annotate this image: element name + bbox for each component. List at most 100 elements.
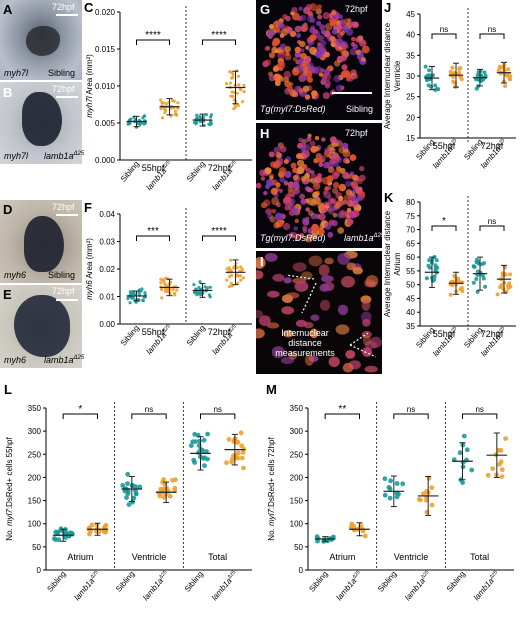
nucleus bbox=[267, 29, 275, 38]
data-point bbox=[448, 69, 453, 74]
cond-label-a: Sibling bbox=[48, 68, 76, 78]
panel-letter-k: K bbox=[384, 190, 394, 205]
y-tick-label: 350 bbox=[28, 404, 42, 413]
data-point bbox=[197, 438, 202, 444]
data-point bbox=[195, 116, 199, 120]
data-point bbox=[160, 116, 165, 120]
nucleus bbox=[335, 38, 344, 47]
data-point bbox=[230, 90, 234, 94]
nucleus bbox=[269, 24, 275, 30]
y-axis-label: Average Internuclear distance bbox=[383, 22, 392, 129]
nucleus bbox=[332, 212, 338, 218]
data-point bbox=[382, 492, 388, 498]
y-tick-label: 250 bbox=[28, 450, 42, 459]
time-label-b: 72hpf bbox=[52, 84, 75, 94]
group-label: Total bbox=[208, 552, 227, 562]
data-point bbox=[460, 464, 466, 470]
nucleus bbox=[327, 231, 334, 238]
x-tick-sup: Δ25 bbox=[227, 159, 237, 170]
y-tick-label: 25 bbox=[406, 93, 415, 102]
nucleus bbox=[292, 57, 297, 62]
heart-stain-b bbox=[22, 92, 62, 146]
group-label: 55hpf bbox=[433, 141, 456, 151]
nucleus bbox=[309, 34, 316, 42]
nucleus bbox=[293, 175, 301, 183]
group-label: Ventricle bbox=[394, 552, 429, 562]
y-tick-label: 0.02 bbox=[99, 265, 115, 274]
data-point bbox=[503, 436, 509, 441]
nucleus bbox=[263, 199, 271, 207]
nucleus bbox=[294, 51, 301, 58]
nucleus bbox=[311, 223, 319, 232]
data-point bbox=[236, 103, 240, 108]
nucleus bbox=[302, 71, 307, 76]
nucleus bbox=[278, 188, 283, 193]
data-point bbox=[474, 277, 479, 281]
measure-line-3 bbox=[349, 344, 377, 358]
nucleus bbox=[361, 40, 366, 45]
nucleus bbox=[317, 35, 324, 42]
cond-text-e: lamb1a bbox=[44, 355, 74, 365]
heart-stain-a bbox=[26, 26, 60, 56]
nucleus bbox=[361, 45, 370, 54]
data-point bbox=[475, 289, 480, 294]
data-point bbox=[204, 449, 209, 454]
y-tick-label: 50 bbox=[32, 543, 41, 552]
data-point bbox=[226, 437, 232, 442]
y-tick-label: 40 bbox=[406, 308, 415, 317]
nucleus bbox=[337, 227, 345, 234]
nucleus bbox=[301, 62, 309, 70]
data-point bbox=[224, 82, 229, 86]
data-point bbox=[171, 288, 175, 292]
nucleus bbox=[314, 135, 320, 141]
data-point bbox=[125, 481, 130, 486]
group-label: 55hpf bbox=[142, 163, 165, 173]
fluor-nuclei-h bbox=[256, 133, 366, 243]
data-point bbox=[508, 74, 513, 79]
nucleus bbox=[316, 176, 323, 183]
nucleus bbox=[318, 213, 326, 221]
cond-text-b: lamb1a bbox=[44, 151, 74, 161]
nucleus bbox=[307, 178, 312, 183]
y-tick-label: 350 bbox=[290, 404, 304, 413]
data-point bbox=[174, 112, 178, 116]
data-point bbox=[225, 278, 229, 282]
nucleus bbox=[328, 356, 340, 368]
y-tick-label: 300 bbox=[290, 427, 304, 436]
nucleus bbox=[342, 171, 350, 180]
x-tick-sup: Δ25 bbox=[448, 137, 458, 148]
nucleus bbox=[351, 36, 356, 42]
nucleus bbox=[277, 51, 285, 60]
cond-sup-h: Δ25 bbox=[373, 233, 385, 239]
nucleus bbox=[303, 6, 311, 15]
nucleus bbox=[300, 26, 307, 32]
data-point bbox=[453, 81, 458, 85]
nucleus bbox=[331, 172, 339, 180]
nucleus bbox=[283, 181, 289, 186]
y-tick-label: 60 bbox=[406, 253, 415, 262]
data-point bbox=[131, 495, 137, 501]
data-point bbox=[195, 113, 199, 117]
data-point bbox=[224, 460, 229, 466]
data-point bbox=[130, 291, 134, 295]
nucleus bbox=[339, 30, 345, 36]
data-point bbox=[394, 481, 400, 486]
data-point bbox=[161, 477, 167, 482]
nucleus bbox=[258, 315, 271, 326]
y-label-rest: Area (mm²) bbox=[85, 238, 94, 281]
data-point bbox=[160, 296, 164, 300]
sig-bracket bbox=[431, 33, 457, 39]
nucleus bbox=[272, 273, 285, 282]
data-point bbox=[188, 443, 194, 449]
nucleus bbox=[306, 15, 315, 23]
photo-panel-d bbox=[0, 200, 82, 283]
sig-label: **** bbox=[145, 30, 161, 41]
data-point bbox=[508, 284, 513, 289]
nucleus bbox=[305, 167, 312, 174]
data-point bbox=[161, 101, 165, 105]
data-point bbox=[231, 75, 235, 79]
time-label-d: 72hpf bbox=[52, 202, 75, 212]
nucleus bbox=[256, 270, 264, 280]
nucleus bbox=[362, 335, 371, 346]
nucleus bbox=[316, 4, 322, 10]
